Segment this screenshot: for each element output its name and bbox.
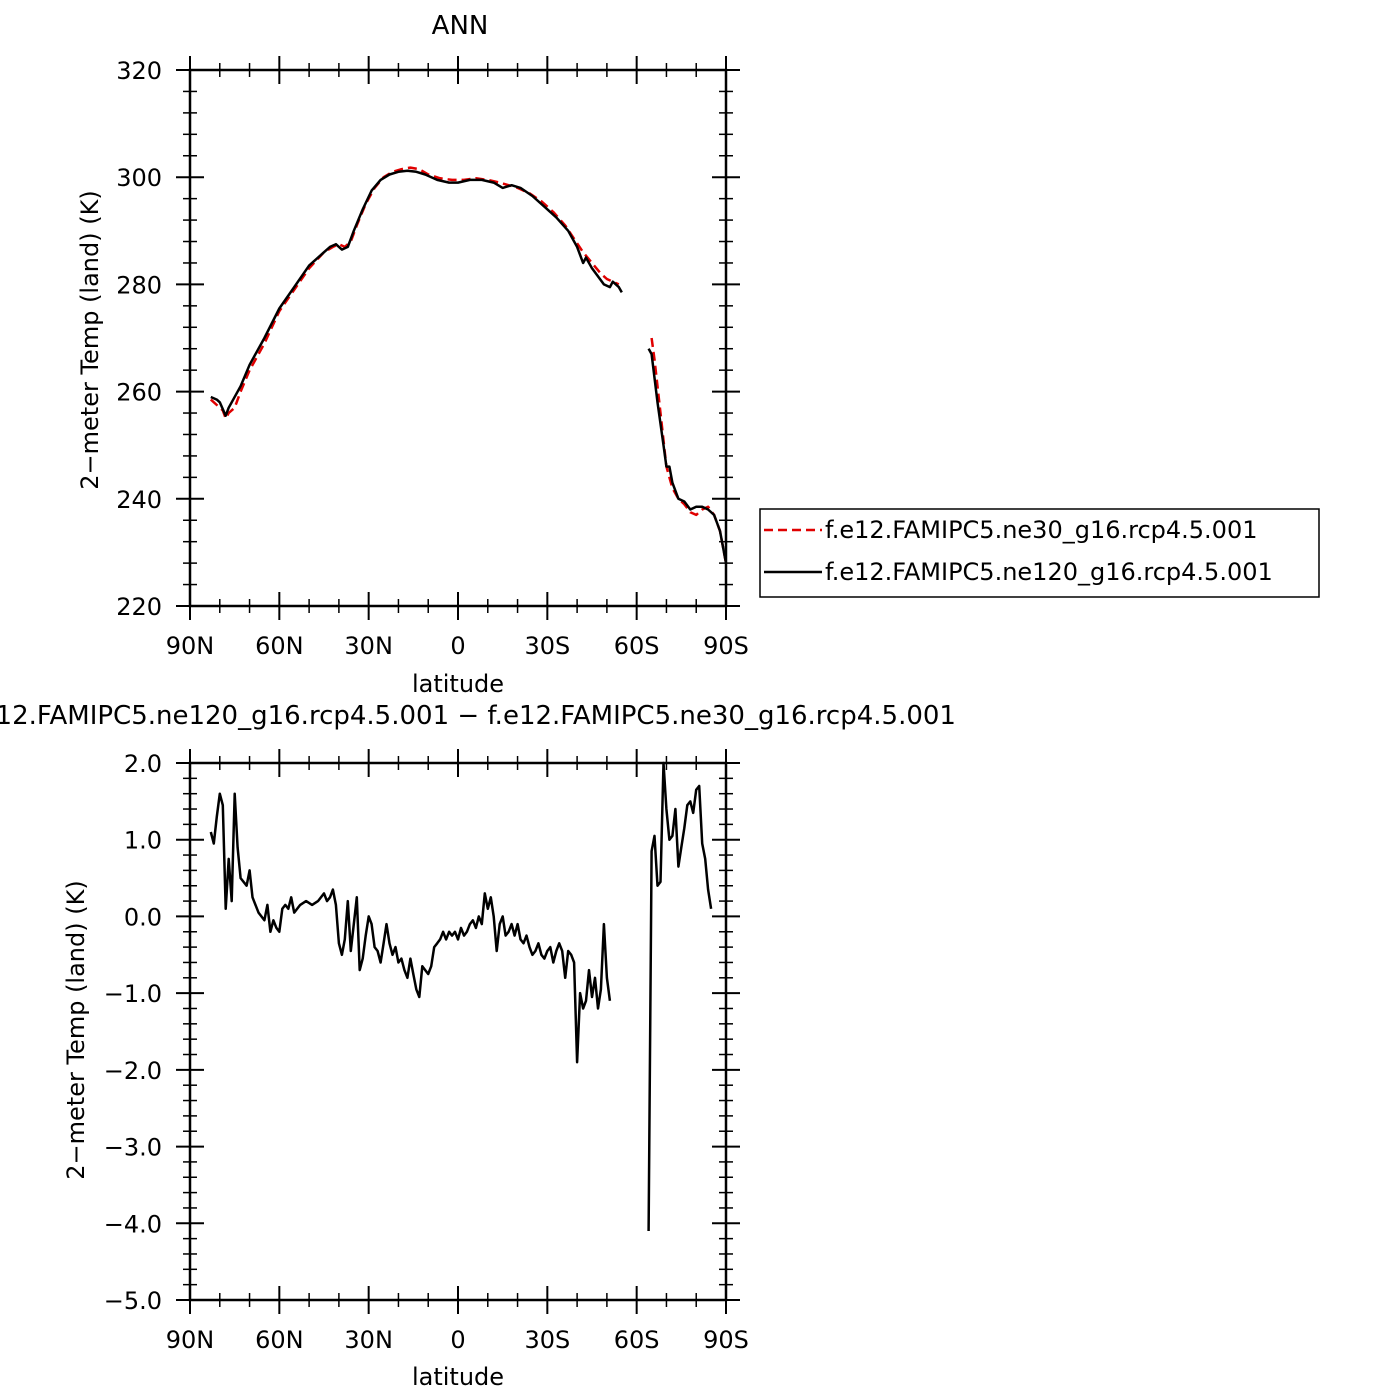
bottom-series-0-line-segment-0 [209,792,612,1064]
bottom-y-tick-label: −5.0 [104,1287,162,1315]
top-y-tick-label: 240 [116,486,162,514]
top-y-tick-label: 300 [116,164,162,192]
bottom-y-tick-label: −3.0 [104,1134,162,1162]
top-x-tick-label: 60N [255,632,304,660]
bottom-chart-panel: f.e12.FAMIPC5.ne120_g16.rcp4.5.001 − f.e… [0,701,956,1391]
bottom-x-tick-label: 30N [344,1326,393,1354]
top-chart-frame [188,68,728,608]
legend-label-ne120: f.e12.FAMIPC5.ne120_g16.rcp4.5.001 [825,558,1273,586]
bottom-y-tick-label: −1.0 [104,980,162,1008]
top-series-1-line-segment-1 [647,348,728,564]
bottom-chart-ylabel: 2−meter Temp (land) (K) [62,880,90,1179]
bottom-chart-series [209,761,713,1232]
bottom-series-0-line-segment-1 [647,761,713,1232]
top-chart-xlabel: latitude [412,670,504,698]
bottom-x-tick-label: 90N [166,1326,215,1354]
top-x-tick-label: 30S [524,632,570,660]
bottom-x-tick-label: 90S [703,1326,749,1354]
top-chart-series [209,166,728,564]
bottom-x-tick-label: 60S [614,1326,660,1354]
bottom-y-tick-label: −2.0 [104,1057,162,1085]
legend-box [759,508,1320,598]
bottom-chart-title: f.e12.FAMIPC5.ne120_g16.rcp4.5.001 − f.e… [0,701,956,731]
top-series-0-line-segment-1 [650,337,728,564]
top-x-tick-label: 60S [614,632,660,660]
top-y-tick-label: 280 [116,271,162,299]
top-series-0-line-segment-0 [209,166,620,420]
bottom-x-tick-label: 60N [255,1326,304,1354]
top-x-tick-label: 0 [450,632,465,660]
top-x-tick-label: 90S [703,632,749,660]
top-y-tick-label: 320 [116,57,162,85]
bottom-chart-xlabel: latitude [412,1363,504,1391]
bottom-y-tick-label: 1.0 [124,827,162,855]
bottom-chart-frame [188,761,728,1302]
legend-label-ne30: f.e12.FAMIPC5.ne30_g16.rcp4.5.001 [825,516,1258,544]
bottom-chart-axes: 90N 60N 30N 0 30S 60S 90S 2.0 1.0 0.0 −1.0 −2.0 −3.0… [104,749,749,1354]
top-chart-panel: ANN 90N 60N 30N 0 30S 60S 90S 220 240 260 280 300 32… [76,11,749,698]
top-series-1-line-segment-0 [210,169,623,417]
top-x-tick-label: 30N [344,632,393,660]
bottom-y-tick-label: 2.0 [124,750,162,778]
bottom-y-tick-label: −4.0 [104,1210,162,1238]
bottom-x-tick-label: 0 [450,1326,465,1354]
top-chart-title: ANN [432,11,489,41]
top-y-tick-label: 260 [116,379,162,407]
top-chart-ylabel: 2−meter Temp (land) (K) [76,190,104,489]
bottom-x-tick-label: 30S [524,1326,570,1354]
top-y-tick-label: 220 [116,593,162,621]
bottom-y-tick-label: 0.0 [124,903,162,931]
chart-legend: f.e12.FAMIPC5.ne30_g16.rcp4.5.001 f.e12.… [759,508,1320,598]
top-x-tick-label: 90N [166,632,215,660]
